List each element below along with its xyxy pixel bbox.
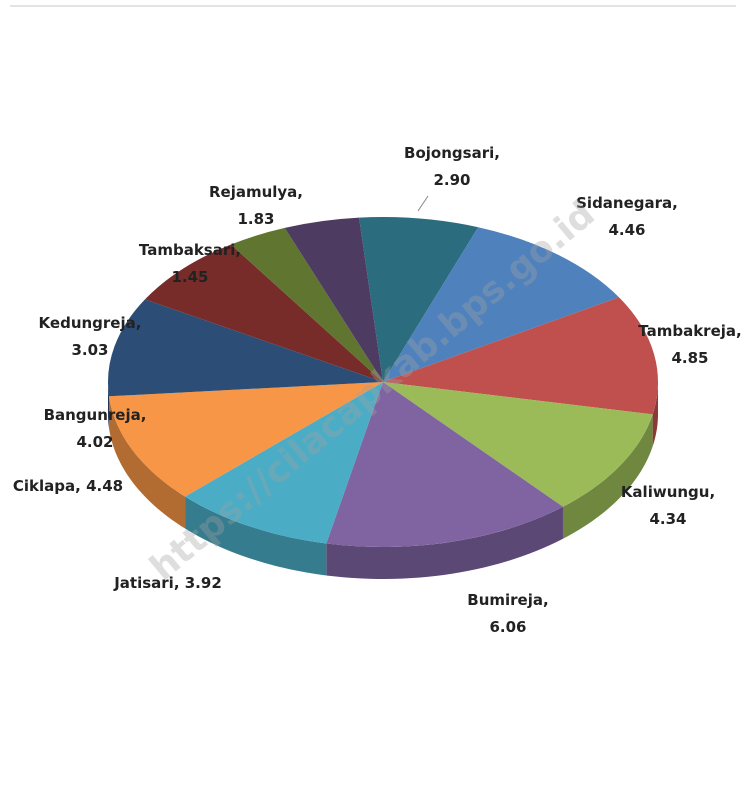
data-label: Bangunreja, 4.02 <box>44 406 147 451</box>
pie-slice <box>109 382 383 497</box>
data-label-line: Tambaksari, <box>139 241 241 259</box>
data-label: Sidanegara, 4.46 <box>576 194 678 239</box>
data-label-line: 4.85 <box>671 349 708 367</box>
data-label-line: 2.90 <box>433 171 470 189</box>
slice-side <box>108 382 110 429</box>
slice-side <box>652 382 658 447</box>
data-label-line: Ciklapa, 4.48 <box>13 477 123 495</box>
data-label-line: Kaliwungu, <box>621 483 715 501</box>
data-label-line: 4.46 <box>608 221 645 239</box>
data-label: Ciklapa, 4.48 <box>13 477 123 495</box>
data-label-line: Tambakreja, <box>638 322 741 340</box>
slice-side <box>185 496 327 576</box>
pie-slice <box>383 297 658 415</box>
data-label-line: Sidanegara, <box>576 194 678 212</box>
pie-slice <box>383 382 653 507</box>
slice-side <box>326 506 563 579</box>
data-label-line: 3.03 <box>71 341 108 359</box>
data-label: Bumireja, 6.06 <box>467 591 548 636</box>
data-label-line: 6.06 <box>489 618 526 636</box>
slice-side <box>562 414 653 539</box>
pie-slice <box>107 299 383 397</box>
data-label: Kedungreja, 3.03 <box>39 314 142 359</box>
slice-side <box>109 396 186 529</box>
pie-slice <box>284 217 383 382</box>
data-label: Jatisari, 3.92 <box>113 574 222 592</box>
pie-slice <box>359 217 479 382</box>
data-label-line: 1.83 <box>237 210 274 228</box>
data-label-line: Bumireja, <box>467 591 548 609</box>
pie-slice <box>383 227 619 382</box>
data-label-line: 4.34 <box>649 510 686 528</box>
data-label: Rejamulya, 1.83 <box>209 183 303 228</box>
data-label-line: 1.45 <box>171 268 208 286</box>
data-label: Kaliwungu, 4.34 <box>621 483 715 528</box>
data-label-line: 4.02 <box>76 433 113 451</box>
data-label: Tambaksari, 1.45 <box>139 241 241 286</box>
pie-slice <box>230 227 383 382</box>
data-label: Tambakreja, 4.85 <box>638 322 741 367</box>
leader-line <box>417 195 429 212</box>
pie-slice <box>185 382 383 544</box>
data-label-line: Bojongsari, <box>404 144 500 162</box>
data-label-line: Jatisari, 3.92 <box>113 574 222 592</box>
data-label-line: Rejamulya, <box>209 183 303 201</box>
pie-slice <box>326 382 563 547</box>
data-label-line: Kedungreja, <box>39 314 142 332</box>
data-label: Bojongsari, 2.90 <box>404 144 500 189</box>
data-label-line: Bangunreja, <box>44 406 147 424</box>
pie-slice <box>144 244 383 382</box>
